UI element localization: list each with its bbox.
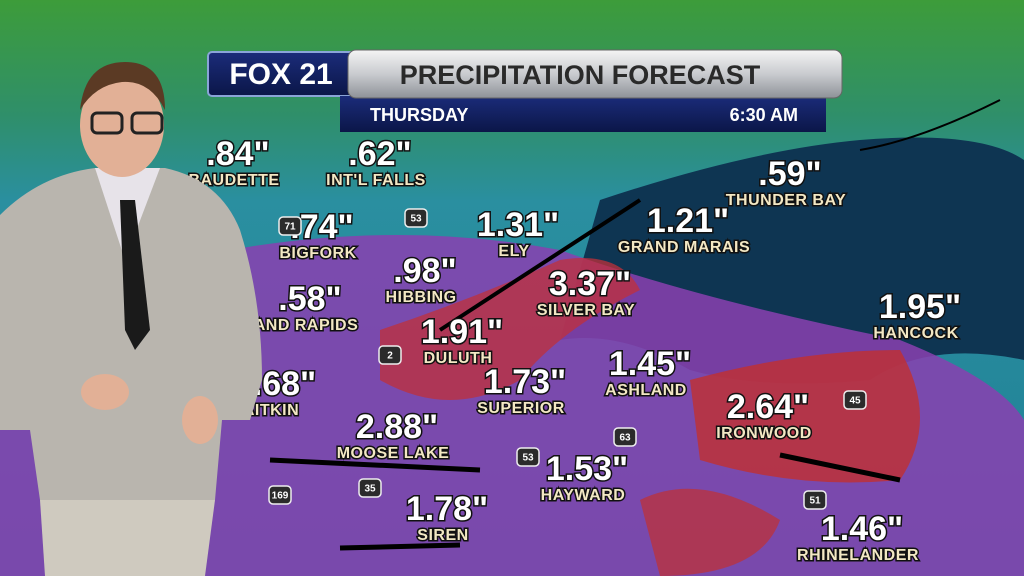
place-name: INT'L FALLS	[326, 172, 426, 189]
subbar	[340, 96, 826, 132]
shield	[358, 478, 382, 498]
amount: 3.37"	[549, 265, 631, 303]
place-name: ASHLAND	[605, 382, 687, 399]
place-name: BAUDETTE	[188, 172, 279, 189]
place-name: HANCOCK	[873, 325, 958, 342]
place-name: DULUTH	[424, 350, 493, 367]
shield	[404, 208, 428, 228]
place-name: MOOSE LAKE	[337, 445, 450, 462]
map-labels: .84"BAUDETTE .62"INT'L FALLS .59"THUNDER B…	[187, 134, 963, 566]
shield	[803, 490, 827, 510]
amount: 1.78"	[406, 490, 488, 528]
amount: 1.21"	[647, 202, 729, 240]
shield	[613, 427, 637, 447]
amount: 1.95"	[879, 288, 961, 326]
highway-number: 63	[619, 433, 631, 444]
highway-number: 53	[522, 453, 534, 464]
highway-number: 169	[272, 491, 289, 502]
amount: 1.45"	[609, 345, 691, 383]
highway-number: 71	[284, 222, 296, 233]
shield	[516, 447, 540, 467]
amount: 1.46"	[821, 510, 903, 548]
time: 6:30 AM	[730, 105, 798, 125]
amount: .58"	[278, 280, 341, 318]
place-name: BIGFORK	[279, 245, 356, 262]
amount: 1.91"	[421, 313, 503, 351]
title-bar	[347, 49, 843, 99]
place-name: HAYWARD	[541, 487, 626, 504]
place-name: AITKIN	[243, 402, 299, 419]
place-name: THUNDER BAY	[726, 192, 846, 209]
day: THURSDAY	[370, 105, 468, 125]
highway-number: 35	[364, 484, 376, 495]
presenter	[0, 62, 262, 576]
place-name: AND RAPIDS	[254, 317, 359, 334]
place-name: HIBBING	[385, 289, 456, 306]
amount: .84"	[206, 135, 269, 173]
place-name: RHINELANDER	[797, 547, 919, 564]
shield	[378, 345, 402, 365]
place-name: IRONWOOD	[716, 425, 812, 442]
highway-number: 45	[849, 396, 861, 407]
shield	[278, 216, 302, 236]
amount: 1.73"	[484, 363, 566, 401]
shield	[843, 390, 867, 410]
highway-number: 53	[410, 214, 422, 225]
place-name: SILVER BAY	[537, 302, 635, 319]
highway-shields: 71 53 2 53 63 169 35 45 51	[268, 208, 867, 510]
amount: 1.31"	[477, 206, 559, 244]
highway-number: 2	[387, 351, 393, 362]
amount: .59"	[758, 155, 821, 193]
amount: .74"	[290, 208, 353, 246]
place-name: SIREN	[417, 527, 468, 544]
place-name: ELY	[498, 243, 529, 260]
brand: FOX 21	[229, 58, 332, 91]
place-name: SUPERIOR	[477, 400, 565, 417]
place-name: GRAND MARAIS	[618, 239, 750, 256]
amount: .62"	[348, 135, 411, 173]
header: FOX 21 PRECIPITATION FORECAST THURSDAY 6…	[207, 49, 843, 132]
highway-number: 51	[809, 496, 821, 507]
shield	[268, 485, 292, 505]
amount: 2.64"	[727, 388, 809, 426]
amount: .98"	[393, 252, 456, 290]
amount: 2.88"	[356, 408, 438, 446]
title: PRECIPITATION FORECAST	[400, 60, 761, 90]
amount: 1.53"	[546, 450, 628, 488]
